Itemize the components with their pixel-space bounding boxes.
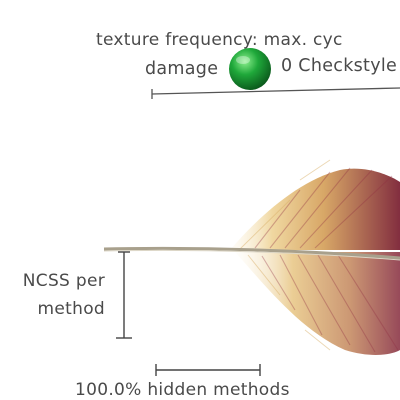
ncss-scale-bar — [116, 251, 132, 339]
damage-ball-icon — [229, 48, 271, 90]
feather-barbs — [254, 167, 399, 353]
feather-shaft — [103, 246, 400, 260]
top-scale-bar — [151, 87, 400, 99]
feather-upper-vane — [230, 168, 400, 250]
checkstyle-label: 0 Checkstyle — [281, 56, 398, 76]
feather — [230, 159, 400, 355]
feather-lower-vane — [235, 252, 400, 355]
damage-label: damage — [145, 59, 219, 79]
ncss-label-line2: method — [37, 299, 105, 319]
hidden-methods-scale-bar — [155, 364, 261, 376]
hidden-methods-label: 100.0% hidden methods — [75, 380, 290, 400]
texture-frequency-label: texture frequency: max. cyc — [96, 30, 343, 50]
ncss-label-line1: NCSS per — [22, 271, 105, 291]
